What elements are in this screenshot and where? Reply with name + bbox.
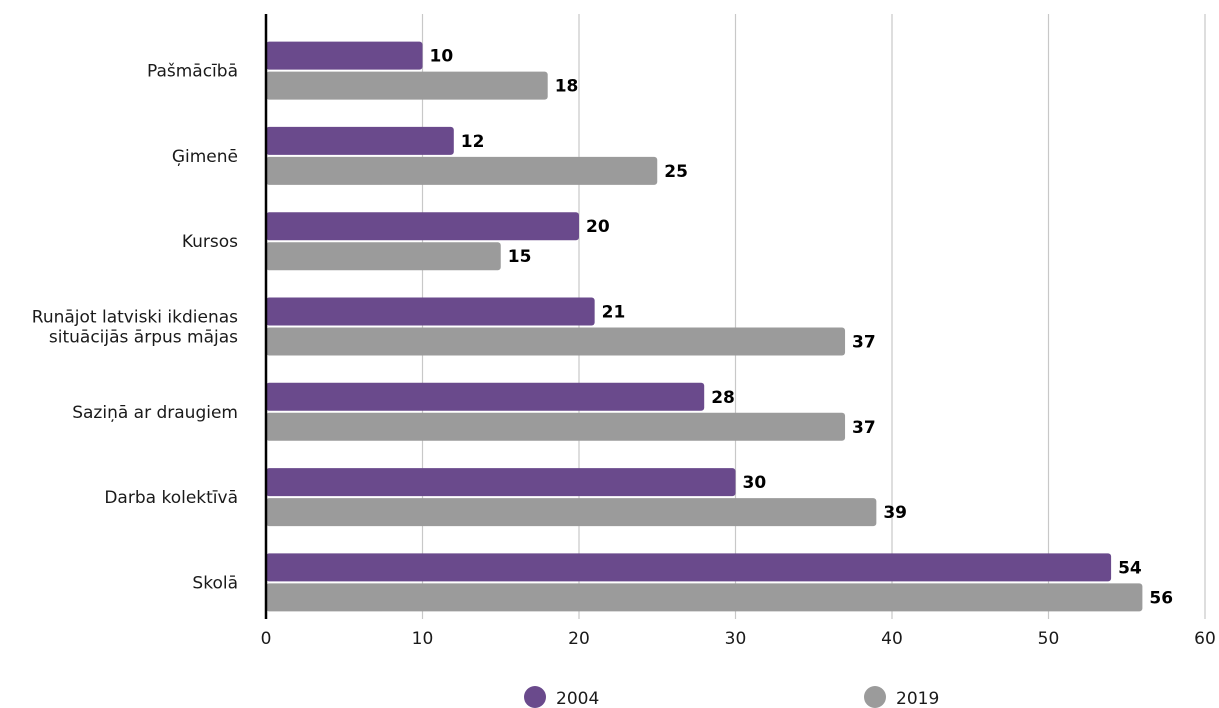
- value-label: 30: [743, 473, 767, 493]
- value-label: 37: [852, 418, 876, 438]
- category-label: Saziņā ar draugiem: [72, 403, 238, 423]
- value-label: 56: [1149, 588, 1173, 608]
- value-label: 15: [508, 247, 532, 267]
- bar-2004: [266, 382, 705, 411]
- value-label: 18: [555, 77, 579, 97]
- value-label: 25: [664, 162, 688, 182]
- x-tick-label: 40: [881, 629, 903, 649]
- x-tick-label: 50: [1038, 629, 1060, 649]
- category-label: Runājot latviski ikdienas situācijās ārpu…: [32, 308, 238, 348]
- value-label: 37: [852, 333, 876, 353]
- value-label: 39: [883, 503, 907, 523]
- category-labels: Pašmācībā Ģimenē Kursos Runājot latviski ik…: [32, 62, 238, 594]
- x-axis-ticks: 0 10 20 30 40 50 60: [261, 629, 1216, 649]
- bar-2019: [266, 156, 658, 185]
- category-label: Ģimenē: [172, 147, 238, 167]
- legend-label-2004: 2004: [556, 689, 599, 708]
- bars: [266, 41, 1143, 612]
- value-label: 12: [461, 132, 485, 152]
- x-tick-label: 10: [412, 629, 434, 649]
- bar-2019: [266, 583, 1143, 612]
- bar-2004: [266, 212, 579, 241]
- value-label: 54: [1118, 558, 1142, 578]
- x-tick-label: 20: [568, 629, 590, 649]
- x-tick-label: 30: [725, 629, 747, 649]
- x-tick-label: 0: [261, 629, 272, 649]
- category-label: Kursos: [182, 232, 238, 252]
- value-label: 10: [430, 47, 454, 67]
- legend-marker-2019: [864, 686, 886, 708]
- bar-2019: [266, 242, 501, 271]
- value-label: 28: [711, 388, 735, 408]
- legend-label-2019: 2019: [896, 689, 939, 708]
- bar-2004: [266, 41, 423, 70]
- legend: 2004 2019: [524, 686, 939, 708]
- x-tick-label: 60: [1194, 629, 1216, 649]
- bar-2019: [266, 71, 548, 100]
- legend-marker-2004: [524, 686, 546, 708]
- category-label: Darba kolektīvā: [104, 488, 238, 508]
- bar-2004: [266, 468, 736, 497]
- bar-2004: [266, 126, 454, 155]
- bar-2004: [266, 553, 1112, 582]
- category-label: Pašmācībā: [147, 62, 238, 82]
- bar-2019: [266, 412, 846, 441]
- value-labels: 10 18 12 25 20 15 21 37 28 37 30 39 54 56: [430, 47, 1174, 609]
- bar-2019: [266, 498, 877, 527]
- bar-2004: [266, 297, 595, 326]
- bar-2019: [266, 327, 846, 356]
- value-label: 21: [602, 303, 626, 323]
- category-label: Skolā: [192, 573, 238, 593]
- value-label: 20: [586, 217, 610, 237]
